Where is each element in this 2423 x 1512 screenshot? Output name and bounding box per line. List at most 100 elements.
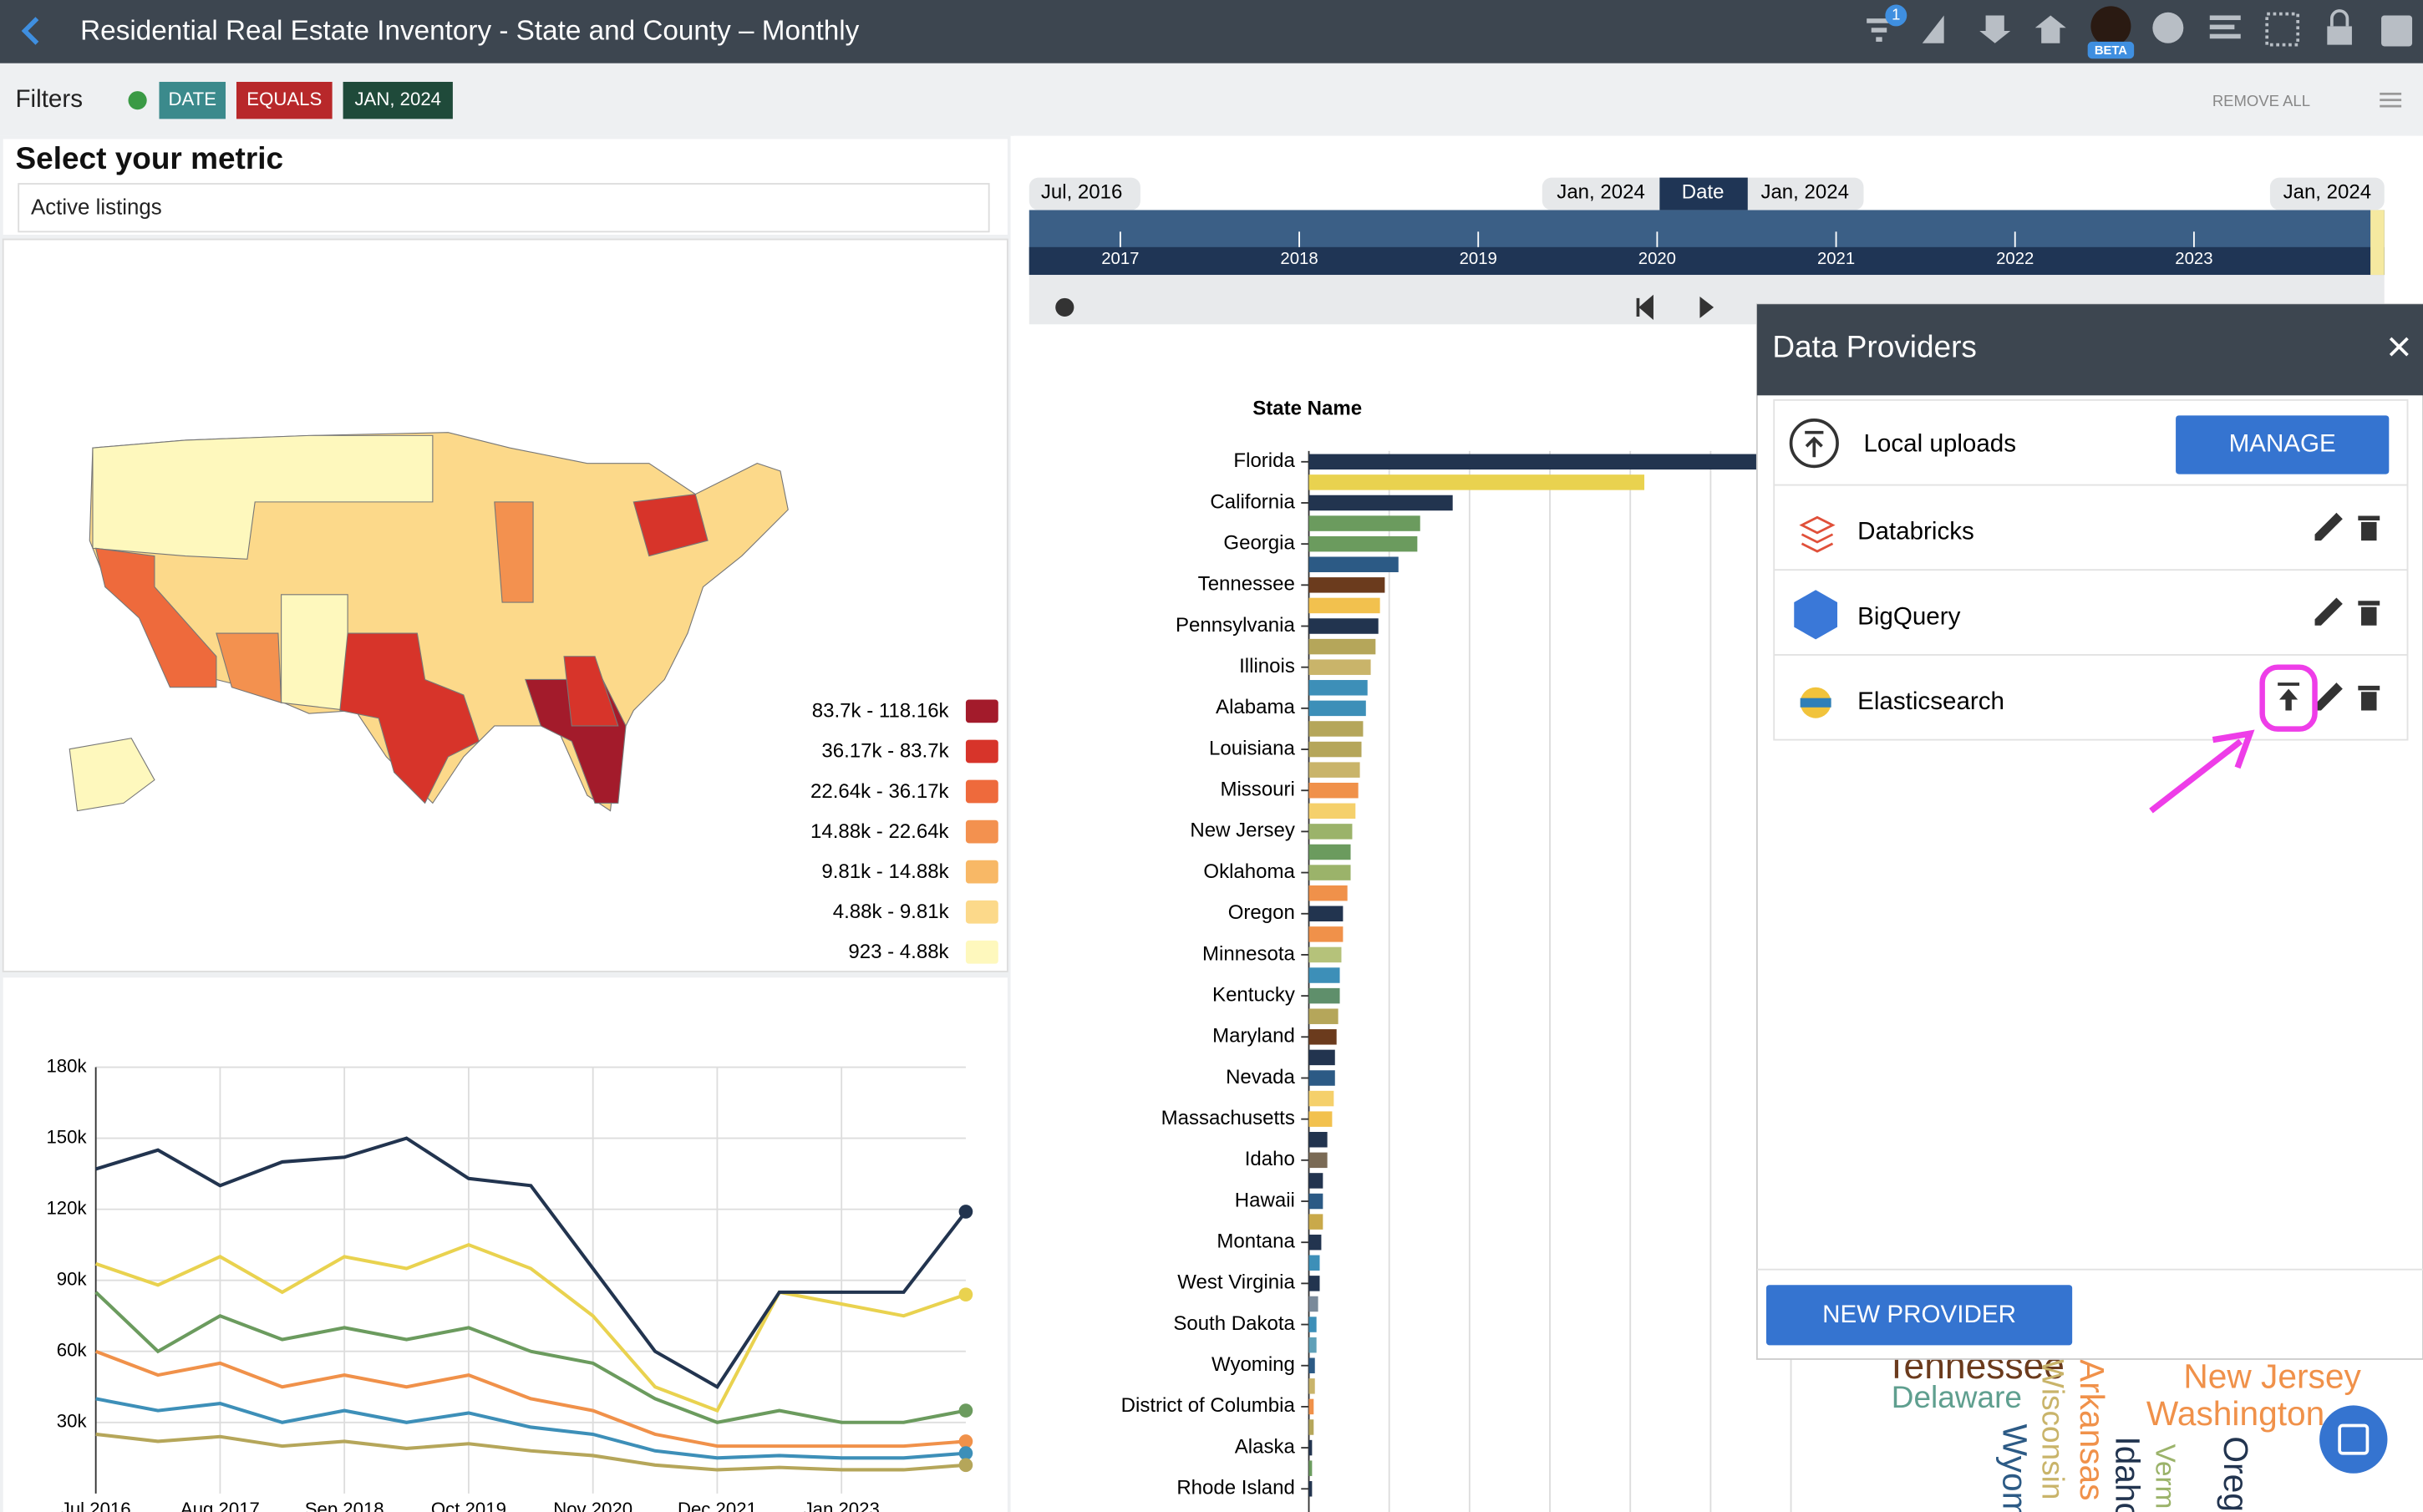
- manage-button[interactable]: [2176, 415, 2390, 474]
- filter-chip-label: EQUALS: [246, 89, 322, 109]
- y-tick-label: 60k: [57, 1340, 88, 1361]
- bar: [1308, 556, 1399, 572]
- word: Wisconsin: [2036, 1359, 2070, 1499]
- bar: [1308, 1234, 1322, 1251]
- legend-label: 22.64k - 36.17k: [810, 780, 950, 803]
- x-tick-label: Sep 2018: [305, 1499, 384, 1512]
- end-point: [958, 1458, 973, 1473]
- timeline-settings[interactable]: [1055, 297, 1074, 317]
- bar: [1308, 1439, 1313, 1456]
- globe-icon[interactable]: [2152, 12, 2184, 43]
- metric-value: Active listings: [31, 195, 162, 219]
- bar: [1308, 1337, 1317, 1353]
- bar: [1308, 926, 1344, 942]
- upload-icon: [1789, 419, 1839, 469]
- bar: [1308, 680, 1368, 696]
- bar: [1308, 721, 1364, 737]
- timeline-start: Jul, 2016: [1041, 180, 1123, 203]
- bar: [1308, 597, 1380, 614]
- line-panel: [3, 977, 1008, 1512]
- metric-select[interactable]: [18, 183, 990, 233]
- avatar[interactable]: [2090, 6, 2131, 47]
- edit-button[interactable]: [2314, 597, 2343, 626]
- bar: [1308, 967, 1340, 983]
- settings-icon[interactable]: [1922, 15, 1944, 43]
- bar: [1308, 1481, 1313, 1497]
- filter-chip[interactable]: [343, 81, 453, 119]
- legend-swatch: [965, 699, 998, 723]
- close-button[interactable]: [2389, 337, 2409, 357]
- step-back[interactable]: [1636, 294, 1653, 321]
- upload-icon[interactable]: [2034, 15, 2066, 43]
- bar: [1308, 638, 1376, 655]
- highlight-box: [2259, 664, 2318, 732]
- y-tick-label: Kentucky: [1212, 983, 1295, 1006]
- y-tick-label: Nevada: [1226, 1066, 1295, 1088]
- timeline-selection[interactable]: [2370, 210, 2385, 276]
- delete-button[interactable]: [2358, 601, 2380, 626]
- filter-chip[interactable]: [236, 81, 333, 119]
- bar: [1308, 1317, 1317, 1332]
- bar: [1308, 1008, 1338, 1024]
- range-field: Date: [1682, 180, 1725, 203]
- download-icon[interactable]: [1979, 15, 2011, 43]
- filter-chip-label: DATE: [169, 89, 217, 109]
- bar: [1308, 1460, 1313, 1476]
- bar: [1308, 1255, 1320, 1271]
- line: [95, 1432, 967, 1472]
- menu-icon[interactable]: [2380, 92, 2402, 108]
- y-tick-label: Florida: [1233, 449, 1295, 472]
- end-point: [958, 1205, 973, 1219]
- end-point: [958, 1403, 973, 1418]
- legend-swatch: [965, 860, 998, 884]
- year-label: 2023: [2175, 250, 2212, 268]
- remove-all[interactable]: REMOVE ALL: [2212, 92, 2310, 109]
- provider-name: BigQuery: [1857, 602, 1961, 630]
- edit-button[interactable]: [2314, 682, 2343, 711]
- y-tick-label: 90k: [57, 1269, 88, 1290]
- bar: [1308, 1378, 1315, 1394]
- y-tick-label: Idaho: [1245, 1148, 1295, 1170]
- line: [95, 1136, 968, 1389]
- year-label: 2022: [1996, 250, 2034, 268]
- y-tick-label: Pennsylvania: [1176, 614, 1296, 637]
- bar: [1308, 577, 1385, 593]
- new-provider-label: NEW PROVIDER: [1822, 1301, 2016, 1328]
- word: New Jersey: [2183, 1357, 2361, 1396]
- year-label: 2017: [1101, 250, 1139, 268]
- bar: [1308, 1398, 1314, 1415]
- year-label: 2020: [1638, 250, 1676, 268]
- filter-chip[interactable]: [159, 81, 226, 119]
- y-tick-label: New Jersey: [1190, 819, 1294, 842]
- word: Delaware: [1892, 1380, 2022, 1414]
- upload-button[interactable]: [2278, 682, 2300, 711]
- delete-button[interactable]: [2358, 685, 2380, 711]
- delete-button[interactable]: [2358, 515, 2380, 541]
- bar: [1308, 803, 1356, 819]
- back-button[interactable]: [21, 17, 39, 45]
- bar: [1308, 454, 1783, 470]
- play[interactable]: [1699, 296, 1714, 318]
- word: Wyom: [1995, 1424, 2034, 1512]
- y-tick-label: Hawaii: [1235, 1189, 1295, 1211]
- bar: [1308, 987, 1340, 1004]
- bar: [1308, 495, 1453, 511]
- word: Arkansas: [2073, 1359, 2111, 1501]
- bar: [1308, 1214, 1323, 1230]
- word: Washington: [2146, 1394, 2324, 1433]
- bar: [1308, 515, 1420, 531]
- bar: [1308, 946, 1342, 963]
- bar: [1308, 762, 1360, 778]
- y-tick-label: Tennessee: [1198, 573, 1295, 596]
- bar: [1308, 1029, 1337, 1045]
- filter-icon[interactable]: [1867, 18, 1892, 23]
- new-provider-button[interactable]: [1765, 1285, 2073, 1346]
- edit-button[interactable]: [2314, 512, 2343, 541]
- legend-label: 9.81k - 14.88k: [821, 860, 949, 883]
- highlight-arrow: [2149, 729, 2255, 814]
- y-tick-label: Oklahoma: [1203, 860, 1295, 883]
- chat-button[interactable]: [2319, 1405, 2388, 1474]
- x-tick-label: Jul 2016: [61, 1499, 131, 1512]
- bar: [1308, 1296, 1318, 1312]
- page-title: Residential Real Estate Inventory - Stat…: [80, 16, 859, 47]
